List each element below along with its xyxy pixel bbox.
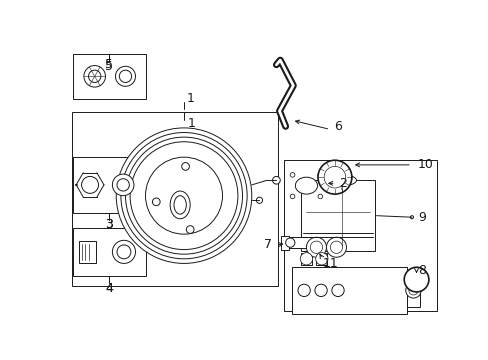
Text: 5: 5 <box>105 60 113 73</box>
Text: 5: 5 <box>105 58 113 71</box>
Circle shape <box>130 142 238 249</box>
Circle shape <box>310 241 322 253</box>
Circle shape <box>285 238 294 247</box>
Circle shape <box>290 172 294 177</box>
Circle shape <box>145 157 222 234</box>
Text: 11: 11 <box>322 257 338 270</box>
Text: 10: 10 <box>417 158 433 171</box>
Ellipse shape <box>170 191 190 219</box>
Circle shape <box>306 237 326 257</box>
Circle shape <box>112 240 135 264</box>
Circle shape <box>290 194 294 199</box>
Bar <box>73 228 146 276</box>
Circle shape <box>112 174 134 196</box>
Circle shape <box>117 245 131 259</box>
Circle shape <box>409 216 413 219</box>
Bar <box>79 241 96 263</box>
Text: 7: 7 <box>263 238 271 251</box>
Circle shape <box>88 70 101 82</box>
Bar <box>316 253 326 265</box>
Bar <box>73 157 146 213</box>
Circle shape <box>324 166 345 188</box>
Circle shape <box>84 66 105 87</box>
Text: 6: 6 <box>333 120 341 133</box>
Ellipse shape <box>324 183 345 193</box>
Bar <box>286 237 311 248</box>
Ellipse shape <box>174 195 186 214</box>
Bar <box>281 236 288 249</box>
Circle shape <box>115 66 135 86</box>
Circle shape <box>125 137 242 254</box>
Text: 1: 1 <box>187 117 195 130</box>
Ellipse shape <box>295 177 317 194</box>
Text: 4: 4 <box>105 282 113 294</box>
Text: 1: 1 <box>186 92 194 105</box>
Circle shape <box>317 172 322 177</box>
Ellipse shape <box>319 174 356 186</box>
Bar <box>407 274 419 307</box>
Bar <box>301 253 311 265</box>
Text: 9: 9 <box>417 211 425 224</box>
Circle shape <box>182 163 189 170</box>
Circle shape <box>186 226 194 233</box>
Circle shape <box>331 284 344 297</box>
Bar <box>73 54 146 99</box>
Text: 2: 2 <box>338 177 346 190</box>
Circle shape <box>405 283 420 298</box>
Circle shape <box>152 198 160 206</box>
Circle shape <box>272 176 280 184</box>
Circle shape <box>297 284 310 297</box>
Text: 3: 3 <box>105 219 113 231</box>
Circle shape <box>116 128 251 264</box>
Circle shape <box>317 194 322 199</box>
Circle shape <box>121 132 246 259</box>
Bar <box>71 112 277 286</box>
Bar <box>284 160 436 311</box>
Circle shape <box>300 253 312 265</box>
Circle shape <box>326 237 346 257</box>
Circle shape <box>117 179 129 191</box>
Circle shape <box>81 176 99 193</box>
Circle shape <box>256 197 262 203</box>
Circle shape <box>317 160 351 194</box>
Text: 8: 8 <box>417 264 425 277</box>
Bar <box>287 170 324 201</box>
Text: 4: 4 <box>105 282 113 294</box>
Circle shape <box>404 267 428 292</box>
Circle shape <box>329 241 342 253</box>
Circle shape <box>315 253 327 265</box>
Bar <box>301 180 374 251</box>
Circle shape <box>408 286 417 295</box>
Bar <box>291 266 407 314</box>
Bar <box>105 179 116 213</box>
Circle shape <box>314 284 326 297</box>
Circle shape <box>119 70 131 82</box>
Text: 3: 3 <box>105 219 113 231</box>
Bar <box>324 171 345 188</box>
